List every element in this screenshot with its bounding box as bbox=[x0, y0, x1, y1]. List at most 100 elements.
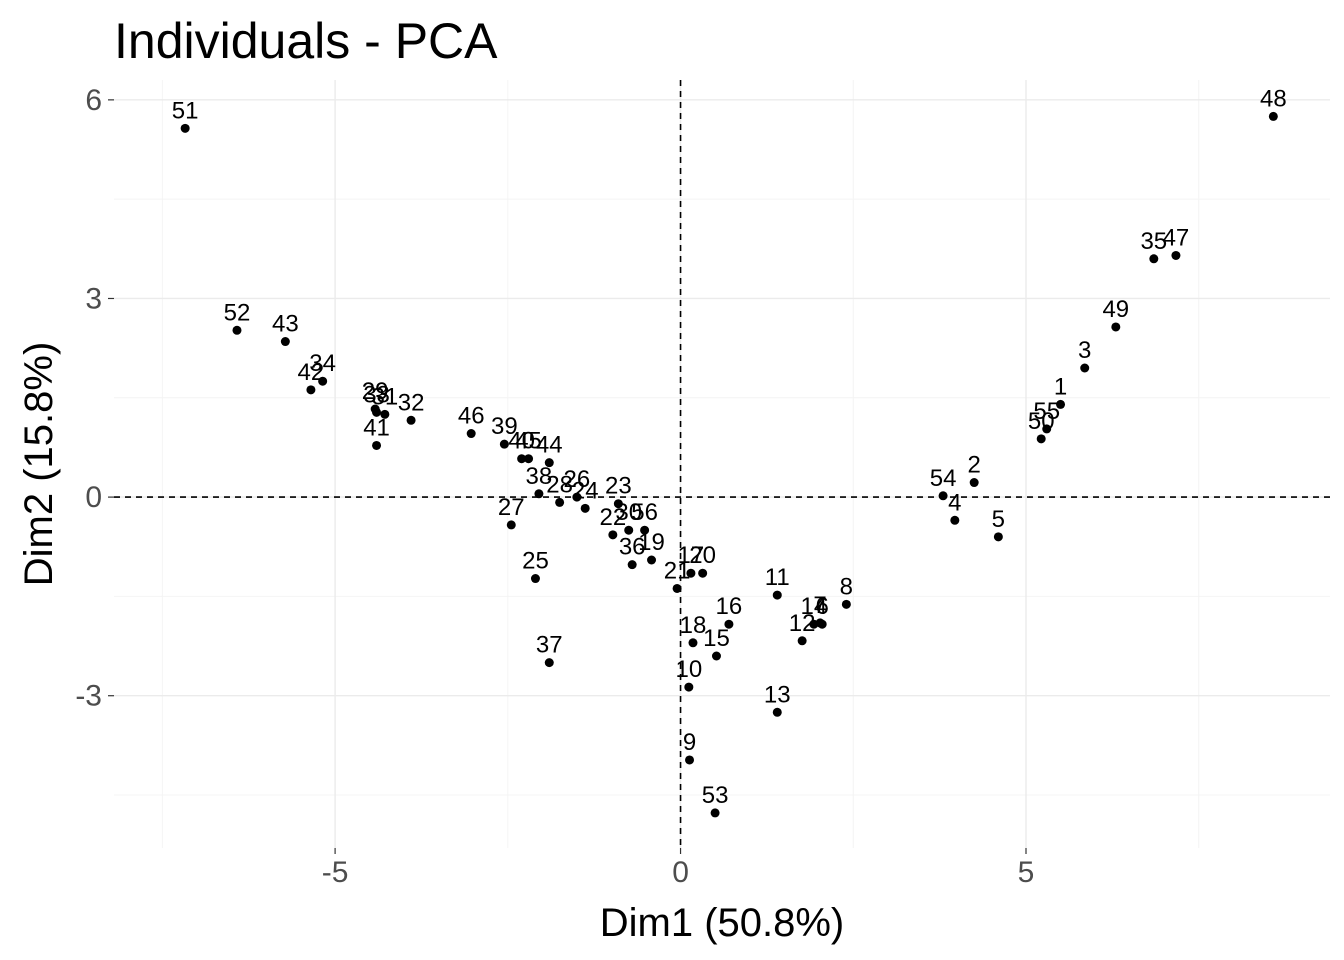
data-point bbox=[406, 415, 416, 425]
data-point bbox=[530, 574, 540, 584]
data-point bbox=[544, 658, 554, 668]
point-label: 22 bbox=[599, 504, 626, 531]
point-label: 35 bbox=[1140, 228, 1167, 255]
data-point bbox=[372, 440, 382, 450]
point-label: 19 bbox=[638, 529, 665, 556]
x-axis-title: Dim1 (50.8%) bbox=[600, 901, 845, 945]
point-label: 39 bbox=[491, 413, 518, 440]
point-label: 6 bbox=[816, 593, 829, 620]
data-point bbox=[672, 583, 682, 593]
point-label: 45 bbox=[515, 428, 542, 455]
point-label: 47 bbox=[1163, 224, 1190, 251]
x-tick-label: -5 bbox=[322, 856, 349, 889]
x-tick-label: 0 bbox=[672, 856, 689, 889]
data-point bbox=[517, 454, 527, 464]
y-tick-label: -3 bbox=[75, 680, 102, 713]
data-point bbox=[772, 707, 782, 717]
data-point bbox=[710, 808, 720, 818]
data-point bbox=[306, 385, 316, 395]
data-point bbox=[499, 439, 509, 449]
point-label: 4 bbox=[948, 489, 961, 516]
point-label: 50 bbox=[1028, 408, 1055, 435]
point-label: 49 bbox=[1102, 296, 1129, 323]
point-label: 38 bbox=[526, 463, 553, 490]
data-point bbox=[1042, 424, 1052, 434]
data-point bbox=[466, 429, 476, 439]
data-point bbox=[711, 651, 721, 661]
point-label: 48 bbox=[1260, 85, 1287, 112]
point-label: 55 bbox=[1033, 398, 1060, 425]
data-point bbox=[950, 515, 960, 525]
point-label: 52 bbox=[224, 299, 251, 326]
point-label: 24 bbox=[572, 477, 599, 504]
data-point bbox=[640, 525, 650, 535]
point-label: 1 bbox=[1054, 373, 1067, 400]
data-point bbox=[555, 497, 565, 507]
reference-lines bbox=[114, 80, 1330, 848]
point-label: 31 bbox=[371, 383, 398, 410]
point-label: 51 bbox=[172, 97, 199, 124]
data-point bbox=[698, 568, 708, 578]
data-point bbox=[372, 407, 382, 417]
data-point bbox=[624, 525, 634, 535]
point-label: 46 bbox=[458, 403, 485, 430]
y-tick-label: 0 bbox=[85, 481, 102, 514]
point-label: 3 bbox=[1078, 337, 1091, 364]
data-point bbox=[1149, 254, 1159, 264]
y-tick-label: 3 bbox=[85, 282, 102, 315]
point-label: 33 bbox=[363, 381, 390, 408]
point-label: 13 bbox=[764, 681, 791, 708]
data-point bbox=[1036, 434, 1046, 444]
data-point bbox=[524, 454, 534, 464]
data-point bbox=[180, 123, 190, 133]
point-label: 44 bbox=[536, 432, 563, 459]
data-point bbox=[772, 590, 782, 600]
point-label: 56 bbox=[631, 499, 658, 526]
data-point bbox=[506, 520, 516, 530]
point-label: 2 bbox=[968, 452, 981, 479]
data-point bbox=[841, 599, 851, 609]
point-label: 8 bbox=[840, 573, 853, 600]
point-label: 11 bbox=[765, 564, 790, 591]
data-point bbox=[232, 325, 242, 335]
data-point bbox=[534, 489, 544, 499]
data-point bbox=[685, 755, 695, 765]
point-label: 54 bbox=[930, 465, 957, 492]
x-tick-label: 5 bbox=[1018, 856, 1035, 889]
point-label: 53 bbox=[702, 782, 729, 809]
point-label: 41 bbox=[363, 414, 390, 441]
point-label: 16 bbox=[716, 593, 743, 620]
point-label: 25 bbox=[522, 548, 549, 575]
data-point bbox=[1080, 363, 1090, 373]
point-label: 5 bbox=[992, 506, 1005, 533]
data-point bbox=[1111, 322, 1121, 332]
point-label: 7 bbox=[813, 592, 826, 619]
point-label: 32 bbox=[398, 389, 425, 416]
point-label: 18 bbox=[680, 612, 707, 639]
data-point bbox=[686, 568, 696, 578]
point-label: 42 bbox=[298, 359, 325, 386]
data-point bbox=[380, 409, 390, 419]
point-label: 21 bbox=[664, 557, 691, 584]
point-label: 26 bbox=[564, 466, 591, 493]
y-axis-title: Dim2 (15.8%) bbox=[17, 342, 61, 587]
data-point bbox=[544, 458, 554, 468]
data-point bbox=[809, 619, 819, 629]
data-point bbox=[280, 337, 290, 347]
data-point bbox=[688, 638, 698, 648]
data-point bbox=[1056, 399, 1066, 409]
data-point bbox=[724, 619, 734, 629]
point-label: 14 bbox=[801, 593, 828, 620]
point-label: 37 bbox=[536, 632, 563, 659]
data-points bbox=[180, 111, 1278, 818]
data-point bbox=[684, 682, 694, 692]
point-label: 12 bbox=[789, 610, 816, 637]
point-label: 36 bbox=[619, 534, 646, 561]
data-point bbox=[572, 492, 582, 502]
point-label: 10 bbox=[675, 656, 702, 683]
point-label: 27 bbox=[498, 494, 525, 521]
y-tick-label: 6 bbox=[85, 84, 102, 117]
